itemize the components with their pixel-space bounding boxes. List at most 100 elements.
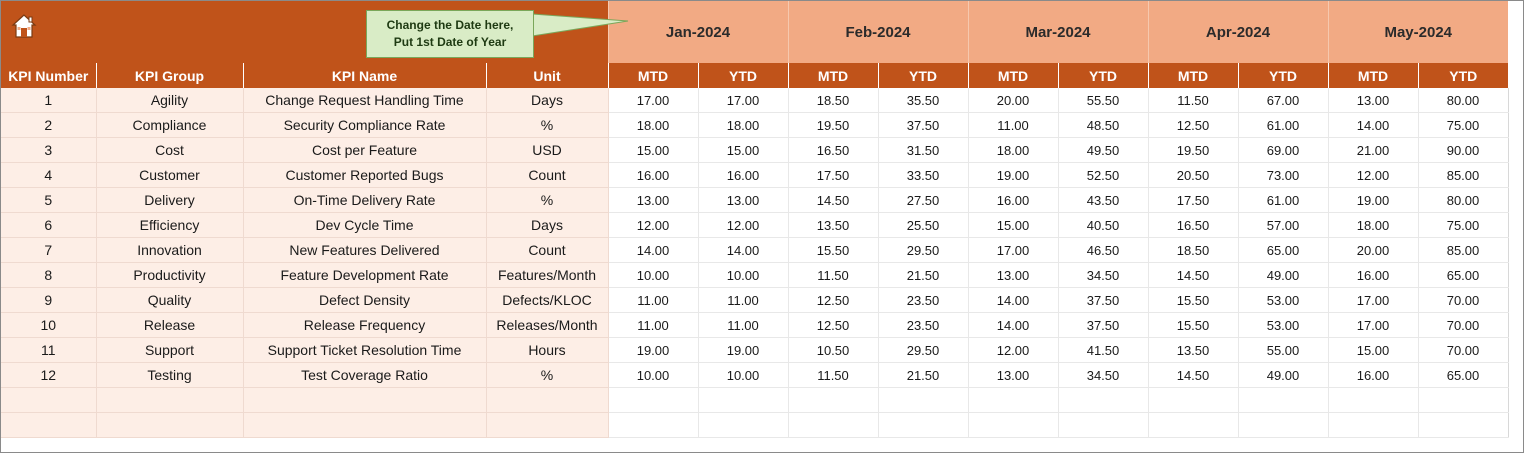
ytd-value-cell[interactable] bbox=[698, 387, 789, 413]
ytd-value-cell[interactable]: 31.50 bbox=[878, 137, 969, 163]
ytd-value-cell[interactable]: 49.00 bbox=[1238, 362, 1329, 388]
ytd-value-cell[interactable]: 61.00 bbox=[1238, 187, 1329, 213]
kpi-name-cell[interactable]: Defect Density bbox=[243, 287, 487, 313]
unit-cell[interactable]: Days bbox=[486, 88, 609, 113]
home-icon[interactable] bbox=[11, 13, 37, 39]
kpi-number-cell[interactable]: 12 bbox=[1, 362, 97, 388]
mtd-value-cell[interactable]: 12.50 bbox=[788, 287, 879, 313]
ytd-value-cell[interactable]: 37.50 bbox=[878, 112, 969, 138]
mtd-value-cell[interactable]: 10.50 bbox=[788, 337, 879, 363]
ytd-value-cell[interactable]: 29.50 bbox=[878, 237, 969, 263]
mtd-value-cell[interactable]: 14.00 bbox=[608, 237, 699, 263]
kpi-group-cell[interactable]: Customer bbox=[96, 162, 244, 188]
mtd-value-cell[interactable]: 16.00 bbox=[1328, 262, 1419, 288]
ytd-value-cell[interactable]: 37.50 bbox=[1058, 312, 1149, 338]
ytd-value-cell[interactable]: 70.00 bbox=[1418, 337, 1509, 363]
kpi-number-cell[interactable]: 11 bbox=[1, 337, 97, 363]
mtd-value-cell[interactable] bbox=[608, 387, 699, 413]
ytd-value-cell[interactable]: 37.50 bbox=[1058, 287, 1149, 313]
mtd-value-cell[interactable]: 21.00 bbox=[1328, 137, 1419, 163]
kpi-number-cell[interactable]: 6 bbox=[1, 212, 97, 238]
mtd-value-cell[interactable]: 14.50 bbox=[1148, 262, 1239, 288]
mtd-value-cell[interactable]: 15.00 bbox=[968, 212, 1059, 238]
kpi-group-cell[interactable]: Efficiency bbox=[96, 212, 244, 238]
unit-cell[interactable]: Count bbox=[486, 162, 609, 188]
kpi-name-cell[interactable]: Cost per Feature bbox=[243, 137, 487, 163]
kpi-group-cell[interactable]: Support bbox=[96, 337, 244, 363]
ytd-value-cell[interactable]: 65.00 bbox=[1418, 262, 1509, 288]
ytd-value-cell[interactable]: 21.50 bbox=[878, 362, 969, 388]
kpi-name-cell[interactable]: Dev Cycle Time bbox=[243, 212, 487, 238]
ytd-value-cell[interactable]: 57.00 bbox=[1238, 212, 1329, 238]
mtd-value-cell[interactable] bbox=[788, 412, 879, 438]
mtd-value-cell[interactable]: 18.50 bbox=[1148, 237, 1239, 263]
mtd-value-cell[interactable]: 19.00 bbox=[968, 162, 1059, 188]
kpi-name-cell[interactable]: Security Compliance Rate bbox=[243, 112, 487, 138]
mtd-value-cell[interactable]: 20.50 bbox=[1148, 162, 1239, 188]
mtd-value-cell[interactable]: 14.00 bbox=[968, 312, 1059, 338]
ytd-value-cell[interactable]: 75.00 bbox=[1418, 112, 1509, 138]
mtd-value-cell[interactable] bbox=[788, 387, 879, 413]
month-header[interactable]: Jan-2024 bbox=[607, 1, 788, 63]
ytd-value-cell[interactable] bbox=[1418, 387, 1509, 413]
ytd-value-cell[interactable]: 33.50 bbox=[878, 162, 969, 188]
mtd-value-cell[interactable]: 12.00 bbox=[1328, 162, 1419, 188]
kpi-group-cell[interactable]: Innovation bbox=[96, 237, 244, 263]
kpi-number-cell[interactable]: 3 bbox=[1, 137, 97, 163]
ytd-value-cell[interactable]: 53.00 bbox=[1238, 312, 1329, 338]
mtd-value-cell[interactable]: 15.00 bbox=[608, 137, 699, 163]
ytd-value-cell[interactable]: 23.50 bbox=[878, 287, 969, 313]
unit-cell[interactable] bbox=[486, 387, 609, 413]
kpi-name-cell[interactable]: Feature Development Rate bbox=[243, 262, 487, 288]
unit-cell[interactable]: % bbox=[486, 362, 609, 388]
unit-cell[interactable]: USD bbox=[486, 137, 609, 163]
mtd-value-cell[interactable]: 14.50 bbox=[788, 187, 879, 213]
unit-cell[interactable]: Defects/KLOC bbox=[486, 287, 609, 313]
mtd-value-cell[interactable] bbox=[608, 412, 699, 438]
kpi-group-cell[interactable]: Cost bbox=[96, 137, 244, 163]
ytd-value-cell[interactable]: 55.00 bbox=[1238, 337, 1329, 363]
ytd-value-cell[interactable] bbox=[1238, 387, 1329, 413]
mtd-value-cell[interactable]: 18.00 bbox=[1328, 212, 1419, 238]
ytd-value-cell[interactable]: 73.00 bbox=[1238, 162, 1329, 188]
mtd-value-cell[interactable]: 16.00 bbox=[1328, 362, 1419, 388]
mtd-value-cell[interactable] bbox=[1328, 387, 1419, 413]
ytd-value-cell[interactable]: 14.00 bbox=[698, 237, 789, 263]
mtd-value-cell[interactable]: 13.00 bbox=[1328, 88, 1419, 113]
kpi-name-cell[interactable]: Support Ticket Resolution Time bbox=[243, 337, 487, 363]
mtd-value-cell[interactable]: 19.50 bbox=[1148, 137, 1239, 163]
ytd-value-cell[interactable]: 10.00 bbox=[698, 262, 789, 288]
ytd-value-cell[interactable]: 52.50 bbox=[1058, 162, 1149, 188]
ytd-value-cell[interactable]: 49.00 bbox=[1238, 262, 1329, 288]
unit-cell[interactable]: Count bbox=[486, 237, 609, 263]
mtd-value-cell[interactable]: 13.00 bbox=[968, 362, 1059, 388]
kpi-name-cell[interactable]: On-Time Delivery Rate bbox=[243, 187, 487, 213]
kpi-name-cell[interactable]: New Features Delivered bbox=[243, 237, 487, 263]
ytd-value-cell[interactable]: 18.00 bbox=[698, 112, 789, 138]
ytd-value-cell[interactable]: 25.50 bbox=[878, 212, 969, 238]
kpi-group-cell[interactable]: Testing bbox=[96, 362, 244, 388]
mtd-value-cell[interactable]: 17.00 bbox=[608, 88, 699, 113]
ytd-value-cell[interactable]: 23.50 bbox=[878, 312, 969, 338]
kpi-group-cell[interactable]: Release bbox=[96, 312, 244, 338]
month-header[interactable]: Feb-2024 bbox=[787, 1, 968, 63]
unit-cell[interactable]: % bbox=[486, 112, 609, 138]
mtd-value-cell[interactable]: 13.50 bbox=[1148, 337, 1239, 363]
kpi-name-cell[interactable] bbox=[243, 412, 487, 438]
mtd-value-cell[interactable]: 11.00 bbox=[608, 287, 699, 313]
ytd-value-cell[interactable]: 41.50 bbox=[1058, 337, 1149, 363]
mtd-value-cell[interactable]: 14.50 bbox=[1148, 362, 1239, 388]
unit-cell[interactable]: Days bbox=[486, 212, 609, 238]
ytd-value-cell[interactable]: 11.00 bbox=[698, 287, 789, 313]
ytd-value-cell[interactable]: 90.00 bbox=[1418, 137, 1509, 163]
ytd-value-cell[interactable]: 16.00 bbox=[698, 162, 789, 188]
ytd-value-cell[interactable]: 17.00 bbox=[698, 88, 789, 113]
mtd-value-cell[interactable]: 15.50 bbox=[1148, 312, 1239, 338]
mtd-value-cell[interactable]: 18.00 bbox=[608, 112, 699, 138]
ytd-value-cell[interactable]: 27.50 bbox=[878, 187, 969, 213]
ytd-value-cell[interactable] bbox=[1058, 387, 1149, 413]
mtd-value-cell[interactable]: 15.50 bbox=[1148, 287, 1239, 313]
kpi-group-cell[interactable]: Delivery bbox=[96, 187, 244, 213]
mtd-value-cell[interactable] bbox=[1328, 412, 1419, 438]
ytd-value-cell[interactable]: 48.50 bbox=[1058, 112, 1149, 138]
